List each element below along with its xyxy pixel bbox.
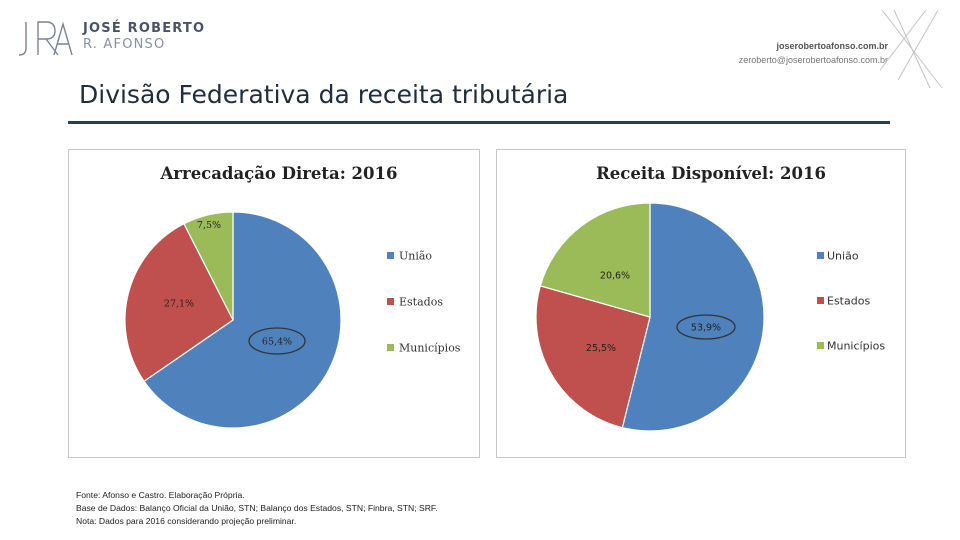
- data-label-estados: 25,5%: [586, 343, 616, 354]
- pie-slice-uniao: [143, 211, 342, 429]
- pie-slice-estados: [124, 222, 234, 383]
- legend-swatch-municipios: [817, 342, 824, 349]
- pie-slices: [124, 211, 342, 429]
- note-source: Fonte: Afonso e Castro. Elaboração Própr…: [76, 490, 245, 500]
- legend-label-estados: Estados: [827, 295, 870, 308]
- data-label-uniao: 53,9%: [691, 323, 721, 334]
- legend-label-uniao: União: [399, 250, 432, 263]
- note-database: Base de Dados: Balanço Oficial da União,…: [76, 503, 438, 513]
- email-link[interactable]: zeroberto@joserobertoafonso.com.br: [738, 55, 888, 65]
- title-divider: [68, 121, 890, 124]
- data-label-municipios: 20,6%: [600, 271, 630, 282]
- pie-slice-municipios: [539, 202, 651, 318]
- logo-mark: [18, 21, 73, 56]
- pie-slices: [535, 202, 765, 432]
- decorative-x-lines: [879, 9, 943, 89]
- legend-swatch-estados: [817, 297, 824, 304]
- legend-label-estados: Estados: [399, 296, 443, 309]
- data-label-municipios: 7,5%: [197, 220, 221, 231]
- data-label-uniao: 65,4%: [262, 337, 292, 348]
- website-link[interactable]: joserobertoafonso.com.br: [776, 41, 888, 51]
- chart-title: Receita Disponível: 2016: [596, 164, 826, 183]
- chart-title: Arrecadação Direta: 2016: [160, 164, 398, 183]
- pie-slice-estados: [535, 285, 651, 429]
- logo-subname: R. AFONSO: [83, 37, 166, 52]
- legend-label-uniao: União: [827, 250, 859, 263]
- legend-swatch-uniao: [387, 252, 394, 259]
- page-title: Divisão Federativa da receita tributária: [79, 80, 569, 109]
- chart-panel-arrecadacao: Arrecadação Direta: 2016 65,4% 27,1% 7,5…: [68, 149, 480, 458]
- logo-name: JOSÉ ROBERTO: [83, 21, 206, 36]
- chart-arrecadacao: Arrecadação Direta: 2016 65,4% 27,1% 7,5…: [124, 164, 461, 429]
- pie-slice-municipios: [183, 211, 234, 321]
- pie-slice-uniao: [621, 202, 765, 432]
- highlight-ellipse: [676, 314, 736, 340]
- legend-label-municipios: Municípios: [399, 342, 461, 355]
- legend-swatch-uniao: [817, 252, 824, 259]
- source-notes: Fonte: Afonso e Castro. Elaboração Própr…: [76, 489, 438, 528]
- legend-swatch-municipios: [387, 344, 394, 351]
- note-remark: Nota: Dados para 2016 considerando proje…: [76, 516, 297, 526]
- data-label-estados: 27,1%: [164, 299, 194, 310]
- legend-swatch-estados: [387, 298, 394, 305]
- highlight-ellipse: [248, 327, 306, 355]
- chart-receita: Receita Disponível: 2016 53,9% 25,5% 20,…: [535, 164, 885, 432]
- legend-label-municipios: Municípios: [827, 340, 885, 353]
- chart-panel-receita: Receita Disponível: 2016 53,9% 25,5% 20,…: [496, 149, 906, 458]
